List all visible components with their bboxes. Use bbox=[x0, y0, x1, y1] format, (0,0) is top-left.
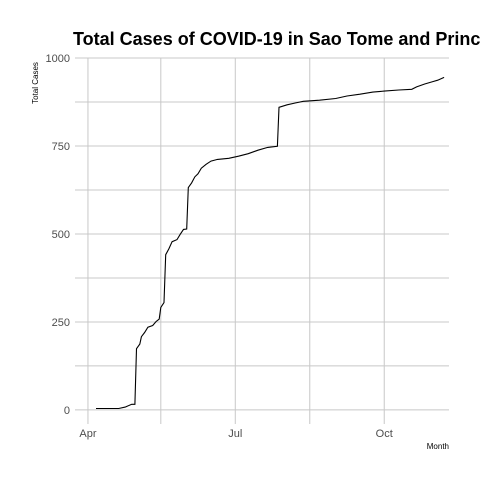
x-tick-label: Oct bbox=[376, 428, 393, 440]
y-axis-label: Total Cases bbox=[31, 62, 40, 104]
x-tick-label: Apr bbox=[79, 428, 96, 440]
y-tick-label: 500 bbox=[52, 229, 70, 241]
y-tick-label: 250 bbox=[52, 317, 70, 329]
y-axis-tick-labels: 0 250 500 750 1000 bbox=[46, 53, 70, 417]
y-tick-label: 0 bbox=[64, 405, 70, 417]
major-gridlines bbox=[75, 57, 449, 424]
x-tick-label: Jul bbox=[228, 428, 242, 440]
chart-title: Total Cases of COVID-19 in Sao Tome and … bbox=[73, 29, 480, 49]
minor-gridlines bbox=[75, 58, 449, 424]
y-tick-label: 1000 bbox=[46, 53, 70, 65]
x-axis-tick-labels: Apr Jul Oct bbox=[79, 428, 392, 440]
x-axis-label: Month bbox=[427, 442, 449, 451]
total-cases-line bbox=[96, 76, 445, 410]
y-tick-label: 750 bbox=[52, 141, 70, 153]
